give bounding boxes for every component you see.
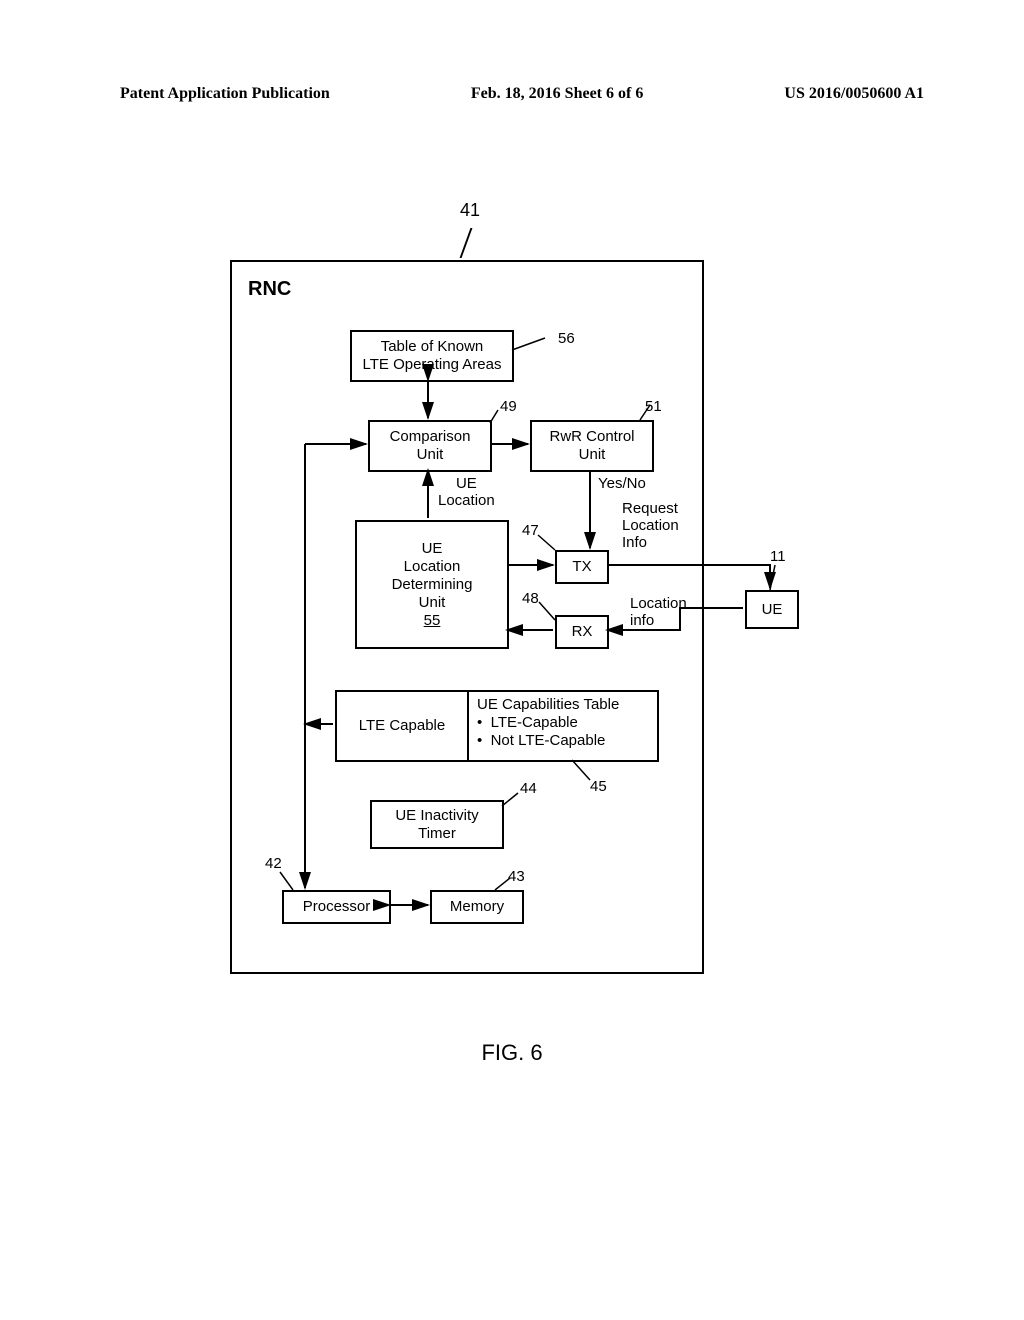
comparison-ref: 49 xyxy=(500,398,517,415)
ue-box: UE xyxy=(745,590,799,629)
header-right: US 2016/0050600 A1 xyxy=(784,85,924,103)
cap-item1: • LTE-Capable xyxy=(477,714,649,732)
memory-ref: 43 xyxy=(508,868,525,885)
processor-box: Processor xyxy=(282,890,391,924)
tx-box: TX xyxy=(555,550,609,584)
rwr-ref: 51 xyxy=(645,398,662,415)
ue-location-text: UE Location xyxy=(438,475,495,509)
diagram-stage: 41 RNC Table of Known LTE Operating Area… xyxy=(0,200,1024,1100)
rnc-title: RNC xyxy=(248,278,291,301)
inact-line1: UE Inactivity xyxy=(395,807,478,825)
capabilities-list: UE Capabilities Table • LTE-Capable • No… xyxy=(469,692,657,760)
ueloc-ref-inline: 55 xyxy=(424,612,441,630)
tx-text: TX xyxy=(572,558,591,576)
lte-table-line1: Table of Known xyxy=(381,338,484,356)
tx-ref: 47 xyxy=(522,522,539,539)
rx-box: RX xyxy=(555,615,609,649)
location-info-label: Location info xyxy=(630,595,687,629)
header-center: Feb. 18, 2016 Sheet 6 of 6 xyxy=(471,85,643,103)
lte-table-ref: 56 xyxy=(558,330,575,347)
rwr-line1: RwR Control xyxy=(549,428,634,446)
cap-item1-text: LTE-Capable xyxy=(491,714,578,731)
rwr-control-box: RwR Control Unit xyxy=(530,420,654,472)
cap-title: UE Capabilities Table xyxy=(477,696,649,714)
rx-ref: 48 xyxy=(522,590,539,607)
rx-text: RX xyxy=(572,623,593,641)
cap-item2-text: Not LTE-Capable xyxy=(491,732,606,749)
cap-table-ref: 45 xyxy=(590,778,607,795)
lte-capable-label-cell: LTE Capable xyxy=(337,692,469,760)
ue-text: UE xyxy=(762,601,783,619)
rwr-line2: Unit xyxy=(579,446,606,464)
memory-box: Memory xyxy=(430,890,524,924)
inactivity-ref: 44 xyxy=(520,780,537,797)
comparison-line2: Unit xyxy=(417,446,444,464)
comparison-unit-box: Comparison Unit xyxy=(368,420,492,472)
ueloc-line2: Location xyxy=(404,558,461,576)
rnc-ref-label: 41 xyxy=(460,200,480,221)
ueloc-line1: UE xyxy=(422,540,443,558)
ue-location-determining-box: UE Location Determining Unit 55 xyxy=(355,520,509,649)
processor-text: Processor xyxy=(303,898,371,916)
yes-no-label: Yes/No xyxy=(598,475,646,492)
comparison-line1: Comparison xyxy=(390,428,471,446)
lte-operating-areas-box: Table of Known LTE Operating Areas xyxy=(350,330,514,382)
inact-line2: Timer xyxy=(418,825,456,843)
ue-capabilities-box: LTE Capable UE Capabilities Table • LTE-… xyxy=(335,690,659,762)
lte-capable-label: LTE Capable xyxy=(359,717,445,735)
cap-item2: • Not LTE-Capable xyxy=(477,732,649,750)
ue-ref: 11 xyxy=(770,548,786,565)
memory-text: Memory xyxy=(450,898,504,916)
request-location-label: Request Location Info xyxy=(622,500,679,551)
page-header: Patent Application Publication Feb. 18, … xyxy=(120,85,924,103)
ueloc-line3: Determining xyxy=(392,576,473,594)
ueloc-line4: Unit xyxy=(419,594,446,612)
inactivity-timer-box: UE Inactivity Timer xyxy=(370,800,504,849)
header-left: Patent Application Publication xyxy=(120,85,330,103)
processor-ref: 42 xyxy=(265,855,282,872)
lte-table-line2: LTE Operating Areas xyxy=(363,356,502,374)
ue-location-label: UE Location xyxy=(438,475,495,509)
figure-title: FIG. 6 xyxy=(0,1040,1024,1066)
rnc-ref-tick xyxy=(460,228,473,258)
